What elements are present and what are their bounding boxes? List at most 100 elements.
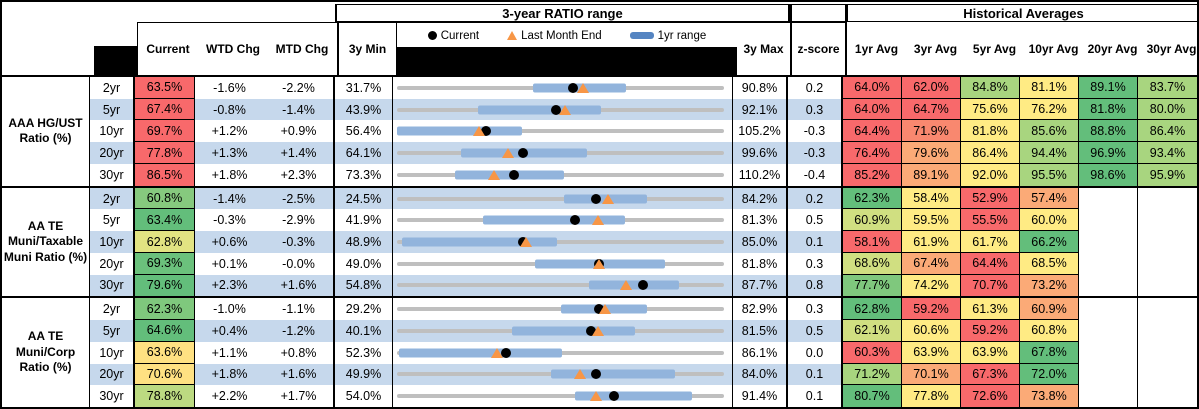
max-3y-cell: 81.5% [733,320,788,342]
wtd-chg-cell: -1.0% [195,298,264,321]
wtd-chg-cell: +1.1% [195,341,264,364]
table-row: 10yr 63.6% +1.1% +0.8% 52.3% 86.1% 0.0 60.3% 63.… [90,341,1197,364]
max-3y-cell: 84.2% [733,187,788,210]
tenor-label: 5yr [90,209,135,232]
range-plot [397,320,724,342]
avg-cell: 58.1% [843,231,902,253]
range-chart-cell [393,298,733,321]
tenor-label: 5yr [90,320,135,342]
mtd-chg-cell: -1.2% [264,320,333,342]
avg-cell: 64.0% [843,77,902,99]
current-value-cell: 62.8% [135,231,195,253]
avg-cell-empty [1079,320,1138,342]
range-chart-cell [393,363,733,386]
last-month-end-triangle [487,169,500,180]
wtd-chg-cell: -1.4% [195,187,264,210]
avg-cell: 79.6% [902,142,961,164]
max-3y-cell: 90.8% [733,77,788,99]
avg-cell: 59.2% [902,298,961,321]
avg-cell: 67.4% [902,252,961,275]
last-month-end-triangle [472,126,485,137]
range-chart-cell [393,231,733,253]
avg-cell: 98.6% [1079,163,1138,186]
range-plot [397,209,724,231]
mtd-chg-column-header: MTD Chg [275,42,329,56]
current-value-cell: 79.6% [135,274,195,297]
table-row: 2yr 62.3% -1.0% -1.1% 29.2% 82.9% 0.3 62.8% 59.2… [90,298,1197,321]
avg-cell-empty [1079,298,1138,321]
tenor-label: 10yr [90,120,135,143]
avg-20yr-header: 20yr Avg [1087,41,1138,56]
ratio-group: AAA HG/UST Ratio (%) 2yr 63.5% -1.6% -2.2% 31… [2,77,1197,188]
avg-cell: 85.2% [843,163,902,186]
historical-averages-title: Historical Averages [847,4,1197,22]
wtd-chg-column-header: WTD Chg [206,42,260,56]
avg-cell: 76.2% [1020,98,1079,121]
legend-black-band [397,47,737,75]
min-3y-cell: 41.9% [333,209,393,232]
range-bar-icon [629,32,654,39]
avg-10yr-header: 10yr Avg [1028,41,1079,56]
table-row: 10yr 62.8% +0.6% -0.3% 48.9% 85.0% 0.1 58.1% 61.… [90,231,1197,253]
avg-cell: 67.8% [1020,341,1079,364]
current-value-cell: 63.4% [135,209,195,232]
group-rows: 2yr 60.8% -1.4% -2.5% 24.5% 84.2% 0.2 62.3% 58.4… [90,187,1197,297]
avg-cell: 62.1% [843,320,902,342]
avg-cell: 89.1% [1079,77,1138,99]
max-3y-cell: 91.4% [733,385,788,407]
range-chart-cell [393,252,733,275]
mtd-chg-cell: +1.6% [264,274,333,297]
min-3y-cell: 64.1% [333,142,393,164]
avg-cell-empty [1138,209,1197,232]
avg-cell: 64.0% [843,98,902,121]
table-row: 30yr 86.5% +1.8% +2.3% 73.3% 110.2% -0.4 85.2% 8… [90,163,1197,186]
wtd-chg-cell: +0.4% [195,320,264,342]
avg-cell: 72.0% [1020,363,1079,386]
zscore-cell: 0.1 [788,385,843,407]
current-value-cell: 60.8% [135,187,195,210]
last-month-end-triangle [519,237,532,247]
avg-cell: 64.4% [961,252,1020,275]
last-month-end-triangle [574,369,587,380]
range-plot [397,77,724,99]
wtd-chg-cell: +2.3% [195,274,264,297]
wtd-chg-cell: +1.8% [195,363,264,386]
table-row: 5yr 63.4% -0.3% -2.9% 41.9% 81.3% 0.5 60.9% 59.5… [90,209,1197,232]
wtd-chg-cell: +1.2% [195,120,264,143]
range-1yr-bar [397,126,523,136]
wtd-chg-cell: -0.8% [195,98,264,121]
mtd-chg-cell: +1.7% [264,385,333,407]
current-dot [593,304,604,315]
range-1yr-bar [575,391,692,401]
tenor-header-black-cell [94,46,139,75]
avg-cell: 59.5% [902,209,961,232]
last-month-end-triangle [619,280,632,291]
last-month-end-triangle [577,82,590,93]
legend-item-last-month-end: Last Month End [507,30,602,42]
zscore-cell: -0.4 [788,163,843,186]
avg-columns-header: 1yr Avg 3yr Avg 5yr Avg 10yr Avg 20yr Av… [847,22,1197,75]
current-value-cell: 69.7% [135,120,195,143]
avg-cell: 86.4% [961,142,1020,164]
avg-cell: 92.0% [961,163,1020,186]
last-month-end-triangle [502,148,515,159]
change-columns-header: Current WTD Chg MTD Chg [137,22,337,75]
wtd-chg-cell: -0.3% [195,209,264,232]
tenor-label: 10yr [90,341,135,364]
range-1yr-bar [588,280,680,290]
avg-cell-empty [1079,209,1138,232]
avg-cell: 63.9% [902,341,961,364]
range-1yr-bar [483,215,626,225]
mtd-chg-cell: -2.5% [264,187,333,210]
range-plot [397,385,724,407]
mtd-chg-cell: -0.3% [264,231,333,253]
tenor-label: 30yr [90,385,135,407]
range-track [397,129,724,134]
avg-cell-empty [1138,363,1197,386]
max-3y-cell: 105.2% [733,120,788,143]
table-row: 5yr 67.4% -0.8% -1.4% 43.9% 92.1% 0.3 64.0% 64.7… [90,98,1197,121]
last-month-end-triangle [593,258,606,269]
current-value-cell: 64.6% [135,320,195,342]
current-dot [570,215,581,226]
current-dot [567,82,578,93]
